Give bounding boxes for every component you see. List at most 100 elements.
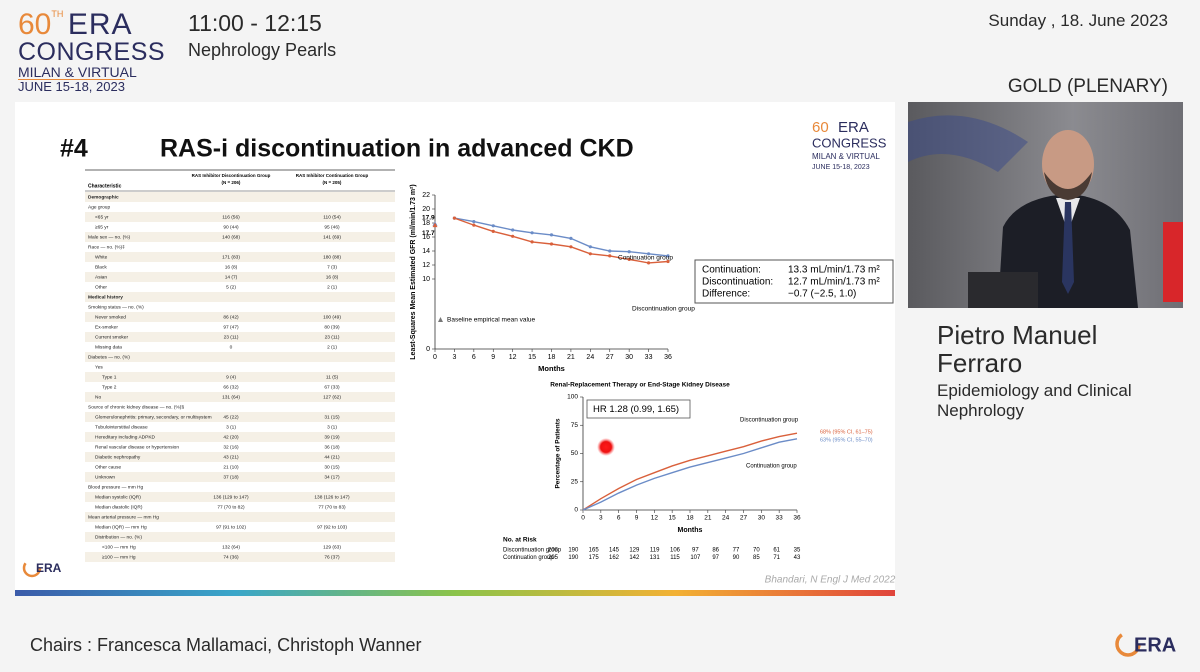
logo-line: 60TH ERA xyxy=(18,10,165,40)
row-label: ≥100 — mm Hg xyxy=(102,554,136,560)
column-header-n: (N = 206) xyxy=(222,180,241,185)
risk-value: 119 xyxy=(650,548,660,554)
series-point xyxy=(569,236,573,240)
risk-value: 107 xyxy=(690,555,701,561)
risk-value: 43 xyxy=(794,555,801,561)
series-label: Continuation group xyxy=(618,255,673,262)
x-tick-label: 0 xyxy=(581,515,585,522)
series-point xyxy=(666,254,670,258)
cell-value: 110 (54) xyxy=(323,214,341,220)
cell-value: 90 (44) xyxy=(223,224,239,230)
risk-value: 205 xyxy=(548,555,559,561)
summary-key: Discontinuation: xyxy=(702,277,773,288)
series-point xyxy=(646,252,651,256)
row-label: Distribution — no. (%) xyxy=(95,534,142,540)
cell-value: 30 (15) xyxy=(324,464,340,470)
series-point xyxy=(549,242,554,246)
congress-logo: 60TH ERA CONGRESS MILAN & VIRTUAL JUNE 1… xyxy=(18,10,165,95)
table-stripe xyxy=(85,192,395,202)
x-tick-label: 12 xyxy=(651,515,659,522)
laser-pointer xyxy=(597,438,615,456)
series-point xyxy=(549,233,554,237)
logo-venue: MILAN & VIRTUAL xyxy=(18,64,137,80)
logo-number: 60 xyxy=(812,119,829,136)
logo-ring xyxy=(1115,631,1141,657)
chart-title: Renal-Replacement Therapy or End-Stage K… xyxy=(550,382,730,389)
row-label: Mean arterial pressure — mm Hg xyxy=(88,514,159,520)
logo-sup: TH xyxy=(51,9,64,19)
row-label: Demographic xyxy=(88,194,119,200)
baseline-label: 17.7 xyxy=(422,230,435,237)
cell-value: 100 (49) xyxy=(323,314,341,320)
table-stripe xyxy=(85,432,395,442)
risk-value: 70 xyxy=(753,548,760,554)
series-line xyxy=(454,217,669,264)
speaker-tie xyxy=(1062,202,1074,294)
cell-value: 97 (91 to 102) xyxy=(216,524,246,530)
cell-value: 140 (68) xyxy=(222,234,240,240)
row-label: Glomerulonephritis: primary, secondary, … xyxy=(95,414,212,420)
footer-era-logo: ERA xyxy=(1115,631,1176,657)
logo-congress: CONGRESS xyxy=(812,135,887,150)
risk-value: 175 xyxy=(589,555,600,561)
row-label: Black xyxy=(95,264,107,270)
y-tick-label: 50 xyxy=(571,450,579,457)
x-tick-label: 3 xyxy=(452,354,456,361)
risk-value: 85 xyxy=(753,555,760,561)
series-point xyxy=(491,229,495,233)
x-tick-label: 27 xyxy=(606,354,614,361)
row-label: No xyxy=(95,394,101,400)
x-tick-label: 30 xyxy=(758,515,766,522)
series-point xyxy=(530,231,534,235)
lectern xyxy=(968,272,1038,308)
baseline-label: 17.9 xyxy=(422,214,435,221)
cell-value: 14 (7) xyxy=(225,274,238,280)
x-tick-label: 12 xyxy=(509,354,517,361)
row-label: Yes xyxy=(95,364,103,370)
cell-value: 16 (8) xyxy=(326,274,339,280)
logo-era: ERA xyxy=(1134,634,1176,656)
row-label: Hereditary including ADPKD xyxy=(95,434,156,440)
logo-venue: MILAN & VIRTUAL xyxy=(812,152,880,161)
column-header: RAS Inhibitor Discontinuation Group xyxy=(192,173,271,178)
cell-value: 138 (126 to 147) xyxy=(314,494,350,500)
cell-value: 131 (64) xyxy=(222,394,240,400)
series-point xyxy=(452,216,457,220)
series-point xyxy=(588,245,592,249)
cell-value: 9 (4) xyxy=(226,374,236,380)
series-point xyxy=(511,234,515,238)
y-axis-label: Percentage of Patients xyxy=(555,418,562,488)
x-axis-label: Months xyxy=(538,364,565,373)
table-stripe xyxy=(85,232,395,242)
x-tick-label: 9 xyxy=(491,354,495,361)
cell-value: 67 (33) xyxy=(324,384,340,390)
x-tick-label: 15 xyxy=(669,515,677,522)
row-label: Medical history xyxy=(88,294,123,300)
x-tick-label: 24 xyxy=(722,515,730,522)
risk-value: 131 xyxy=(650,555,661,561)
row-label: Tubulointerstitial disease xyxy=(95,424,148,430)
series-point xyxy=(608,254,612,258)
cell-value: 37 (18) xyxy=(223,474,239,480)
risk-value: 61 xyxy=(773,548,780,554)
cell-value: 127 (62) xyxy=(323,394,341,400)
backdrop-red xyxy=(1163,222,1183,302)
risk-value: 71 xyxy=(773,555,780,561)
speaker-beard xyxy=(1044,172,1092,200)
cell-value: 95 (46) xyxy=(324,224,340,230)
summary-value: −0.7 (−2.5, 1.0) xyxy=(788,289,856,300)
row-label: Smoking status — no. (%) xyxy=(88,304,144,310)
row-label: Diabetes — no. (%) xyxy=(88,354,130,360)
row-label: Blood pressure — mm Hg xyxy=(88,484,144,490)
cell-value: 2 (1) xyxy=(327,344,337,350)
room-name: GOLD (PLENARY) xyxy=(1007,76,1168,97)
cell-value: 23 (11) xyxy=(325,334,340,340)
y-tick-label: 25 xyxy=(571,478,579,485)
row-label: Race — no. (%)‡ xyxy=(88,244,125,250)
cell-value: 132 (64) xyxy=(222,544,240,550)
column-header: Characteristic xyxy=(88,183,122,189)
table-stripe xyxy=(85,292,395,302)
y-axis-label: Least-Squares Mean Estimated GFR (ml/min… xyxy=(410,184,417,359)
y-tick-label: 100 xyxy=(567,394,578,401)
